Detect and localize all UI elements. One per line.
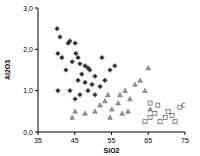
- point: [163, 116, 167, 120]
- point: [110, 107, 115, 111]
- point: [64, 68, 69, 73]
- point: [106, 93, 111, 97]
- point: [143, 88, 148, 92]
- point: [153, 111, 157, 115]
- point: [173, 120, 177, 124]
- point: [68, 88, 73, 93]
- point: [70, 59, 75, 64]
- point: [93, 93, 98, 98]
- point: [93, 109, 98, 113]
- x-tick-label: 65: [144, 137, 152, 144]
- point: [178, 105, 182, 109]
- point: [146, 66, 151, 70]
- point: [68, 39, 73, 44]
- point: [108, 115, 113, 119]
- point: [128, 97, 133, 101]
- point: [113, 64, 118, 69]
- point: [120, 111, 125, 115]
- point: [76, 78, 81, 83]
- y-tick-label: 3,0: [23, 5, 33, 12]
- point: [60, 55, 65, 60]
- point: [98, 103, 103, 107]
- point: [90, 82, 95, 87]
- point: [58, 35, 63, 40]
- x-tick: [185, 132, 186, 135]
- y-tick: [35, 49, 38, 50]
- point: [148, 101, 152, 105]
- point: [56, 51, 61, 56]
- point: [78, 62, 83, 67]
- x-tick: [74, 132, 75, 135]
- point: [170, 113, 174, 117]
- point: [83, 111, 88, 115]
- point: [182, 103, 185, 107]
- y-tick: [35, 8, 38, 9]
- point: [123, 88, 128, 92]
- point: [70, 115, 75, 119]
- point: [56, 88, 61, 93]
- point: [156, 103, 160, 107]
- point: [55, 26, 60, 31]
- x-tick-label: 35: [34, 137, 42, 144]
- point: [83, 80, 88, 85]
- point: [116, 101, 121, 105]
- point: [148, 107, 153, 111]
- x-tick: [111, 132, 112, 135]
- point: [166, 109, 170, 113]
- point: [74, 51, 79, 56]
- point: [148, 116, 152, 120]
- point: [76, 55, 81, 60]
- point: [79, 72, 84, 77]
- point: [103, 78, 108, 83]
- point: [126, 109, 131, 113]
- point: [108, 68, 113, 73]
- plot-area: [55, 26, 185, 123]
- y-tick-label: 2,0: [23, 46, 33, 53]
- point: [118, 93, 123, 97]
- x-tick: [148, 132, 149, 135]
- point: [88, 68, 93, 73]
- x-axis-label: SiO2: [104, 147, 120, 154]
- x-tick: [38, 132, 39, 135]
- point: [133, 82, 138, 86]
- point: [73, 109, 78, 113]
- y-tick: [35, 90, 38, 91]
- point: [158, 120, 162, 124]
- x-tick-label: 55: [108, 137, 116, 144]
- x-tick-label: 75: [181, 137, 189, 144]
- chart: 0,0 1,0 2,0 3,0 35 45 55 65 75 SiO2 Al2O3: [0, 0, 200, 156]
- point: [100, 55, 105, 60]
- y-axis: [38, 8, 39, 132]
- y-tick-label: 1,0: [23, 87, 33, 94]
- point: [143, 120, 147, 124]
- point: [103, 99, 108, 103]
- y-tick-label: 0,0: [23, 129, 33, 136]
- point: [138, 78, 143, 82]
- point: [78, 93, 83, 98]
- point: [73, 97, 78, 102]
- y-axis-label: Al2O3: [4, 60, 11, 80]
- point: [93, 74, 98, 79]
- point: [98, 84, 103, 89]
- point: [73, 41, 78, 46]
- point: [86, 88, 91, 93]
- x-tick-label: 45: [71, 137, 79, 144]
